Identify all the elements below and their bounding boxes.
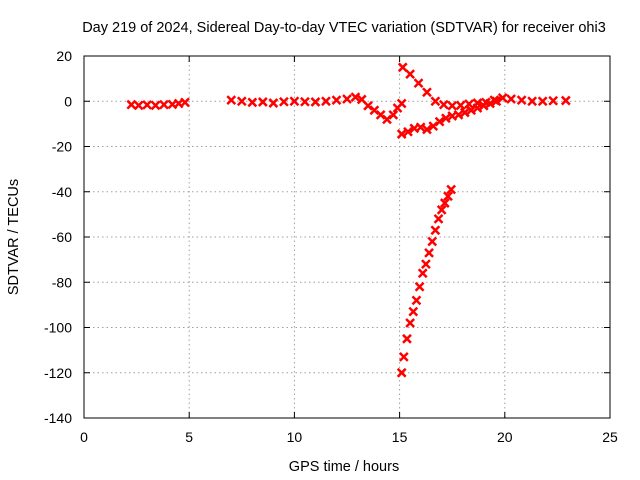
data-point — [342, 94, 352, 104]
chart-title: Day 219 of 2024, Sidereal Day-to-day VTE… — [82, 20, 606, 36]
data-point — [257, 97, 268, 107]
data-point — [485, 98, 495, 109]
data-point — [405, 69, 416, 79]
data-point — [439, 198, 450, 208]
data-point — [382, 114, 392, 125]
data-point — [447, 100, 458, 111]
data-point — [430, 225, 441, 236]
data-point — [226, 95, 237, 106]
y-tick-label: -80 — [52, 274, 72, 290]
data-point — [350, 92, 361, 103]
data-point — [126, 99, 137, 110]
x-tick-label: 15 — [392, 429, 408, 445]
data-point — [478, 100, 489, 111]
x-axis-label: GPS time / hours — [289, 459, 399, 475]
y-tick-label: 20 — [56, 48, 72, 64]
data-point — [236, 96, 247, 107]
data-point — [516, 95, 527, 106]
data-point — [497, 92, 508, 103]
data-point — [415, 122, 426, 133]
data-point — [402, 333, 412, 344]
data-series — [126, 62, 571, 378]
data-point — [466, 105, 477, 116]
data-point — [453, 109, 464, 120]
data-point — [310, 97, 321, 107]
data-point — [430, 96, 441, 107]
y-tick-label: -140 — [44, 410, 72, 426]
data-point — [363, 100, 373, 111]
data-point — [428, 121, 439, 132]
data-point — [268, 98, 279, 108]
y-tick-label: -20 — [52, 139, 72, 155]
data-point — [375, 109, 386, 120]
x-tick-label: 10 — [287, 429, 303, 445]
data-point — [421, 259, 431, 270]
data-point — [446, 184, 457, 195]
data-point — [436, 204, 447, 215]
x-tick-label: 0 — [80, 429, 88, 445]
data-point — [459, 107, 470, 118]
y-tick-label: -120 — [44, 365, 72, 381]
data-point — [560, 95, 571, 106]
data-point — [417, 268, 428, 279]
x-tick-label: 5 — [185, 429, 193, 445]
data-point — [396, 129, 407, 139]
data-point — [548, 95, 559, 106]
data-point — [491, 96, 502, 107]
data-point — [397, 62, 408, 73]
data-point — [455, 100, 466, 111]
data-point — [369, 105, 380, 116]
data-point — [405, 318, 416, 328]
data-point — [396, 367, 407, 378]
data-point — [441, 113, 451, 124]
data-point — [433, 214, 444, 224]
x-tick-label: 25 — [602, 429, 618, 445]
data-point — [506, 94, 516, 104]
data-point — [142, 99, 153, 110]
data-point — [422, 124, 432, 135]
y-tick-label: -100 — [44, 320, 72, 336]
data-point — [331, 95, 342, 106]
x-tick-label: 20 — [497, 429, 513, 445]
data-point — [414, 281, 425, 292]
data-point — [300, 96, 310, 107]
data-point — [411, 295, 422, 306]
data-point — [424, 247, 434, 258]
data-point — [434, 116, 445, 127]
data-point — [443, 191, 453, 202]
data-point — [278, 96, 289, 107]
data-point — [398, 352, 409, 362]
data-point — [150, 100, 161, 111]
data-point — [396, 98, 407, 109]
y-axis-label: SDTVAR / TECUs — [6, 179, 22, 295]
data-point — [438, 99, 449, 110]
data-point — [413, 78, 424, 89]
plot-frame — [83, 55, 611, 419]
data-point — [422, 87, 432, 98]
data-point — [289, 96, 300, 107]
data-point — [472, 103, 483, 113]
data-point — [321, 96, 331, 107]
data-point — [388, 109, 399, 120]
data-point — [247, 97, 258, 108]
y-tick-label: -60 — [52, 229, 72, 245]
data-point — [403, 126, 413, 137]
data-point — [180, 97, 190, 108]
data-point — [527, 96, 538, 107]
data-point — [133, 100, 144, 111]
data-point — [408, 306, 419, 317]
data-point — [427, 236, 438, 247]
data-point — [159, 99, 169, 110]
data-point — [464, 99, 474, 109]
grid — [84, 56, 610, 418]
data-point — [537, 96, 548, 107]
y-tick-label: -40 — [52, 184, 72, 200]
y-tick-label: 0 — [64, 93, 72, 109]
